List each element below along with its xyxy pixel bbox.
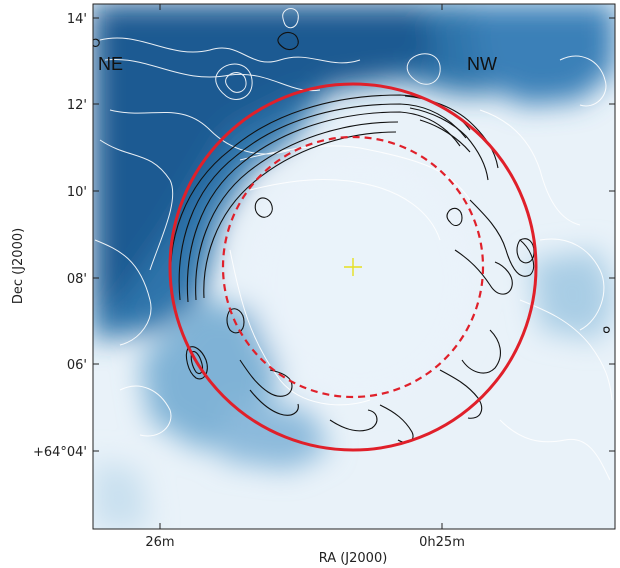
light-contour bbox=[239, 145, 471, 201]
dark-contour bbox=[516, 238, 535, 264]
heatmap-west-region bbox=[530, 250, 615, 340]
dark-contour bbox=[454, 249, 513, 295]
light-contour bbox=[479, 109, 581, 226]
y-tick-label: 06' bbox=[67, 358, 87, 373]
dark-contour bbox=[409, 107, 489, 181]
outer-circle bbox=[168, 82, 538, 452]
light-contour bbox=[109, 109, 291, 155]
dark-contour bbox=[603, 326, 610, 334]
ne-label: NE bbox=[98, 54, 123, 74]
dark-contour bbox=[93, 38, 100, 47]
y-tick-label: 10' bbox=[67, 185, 87, 200]
light-contour bbox=[282, 7, 299, 29]
dark-contour bbox=[329, 409, 378, 432]
center-marker bbox=[344, 258, 362, 276]
x-tick-label: 26m bbox=[145, 535, 174, 550]
axes: 14' 12' 10' 08' 06' +64°04' 26m 0h25m bbox=[33, 4, 615, 550]
dark-contour bbox=[178, 103, 467, 301]
heatmap-corner-region bbox=[93, 460, 150, 529]
dark-contour bbox=[195, 121, 399, 301]
x-axis-title: RA (J2000) bbox=[319, 551, 388, 566]
inner-dashed-circle bbox=[221, 135, 485, 399]
light-contour bbox=[559, 55, 607, 107]
light-contour bbox=[99, 37, 361, 64]
light-contour bbox=[99, 139, 174, 271]
plot-frame bbox=[92, 3, 616, 530]
light-contour bbox=[499, 419, 611, 481]
light-contour bbox=[539, 238, 605, 331]
light-contour bbox=[229, 249, 371, 406]
y-tick-label: 08' bbox=[67, 272, 87, 287]
light-contour bbox=[215, 63, 253, 100]
dark-contour bbox=[249, 389, 299, 416]
y-tick-label: 12' bbox=[67, 98, 87, 113]
heatmap-interior bbox=[250, 160, 470, 400]
dark-contour bbox=[439, 369, 483, 419]
light-contour bbox=[249, 179, 441, 241]
heatmap-layer: NE NW bbox=[93, 4, 615, 529]
light-contour bbox=[519, 299, 613, 401]
light-contour bbox=[94, 239, 152, 346]
dark-contour bbox=[277, 31, 299, 51]
heatmap-emission bbox=[93, 4, 615, 529]
light-contours bbox=[94, 7, 613, 481]
y-axis-title: Dec (J2000) bbox=[11, 228, 26, 304]
dark-contours bbox=[93, 31, 610, 443]
dark-contour bbox=[446, 207, 463, 227]
heatmap-nw-region bbox=[470, 4, 615, 105]
light-contour bbox=[119, 385, 172, 437]
x-tick-label: 0h25m bbox=[419, 535, 465, 550]
dark-contour bbox=[419, 119, 471, 153]
light-contour bbox=[225, 72, 247, 93]
nw-label: NW bbox=[467, 54, 497, 74]
heatmap-darkest-region bbox=[93, 4, 440, 310]
dark-contour bbox=[254, 197, 273, 218]
dark-contour bbox=[461, 329, 501, 374]
dark-contour bbox=[186, 111, 461, 303]
dark-contour bbox=[203, 131, 397, 299]
dark-contour bbox=[190, 351, 204, 375]
y-tick-label: 14' bbox=[67, 12, 87, 27]
light-contour bbox=[406, 53, 441, 85]
dark-contour bbox=[239, 359, 293, 397]
y-tick-label: +64°04' bbox=[33, 445, 87, 460]
